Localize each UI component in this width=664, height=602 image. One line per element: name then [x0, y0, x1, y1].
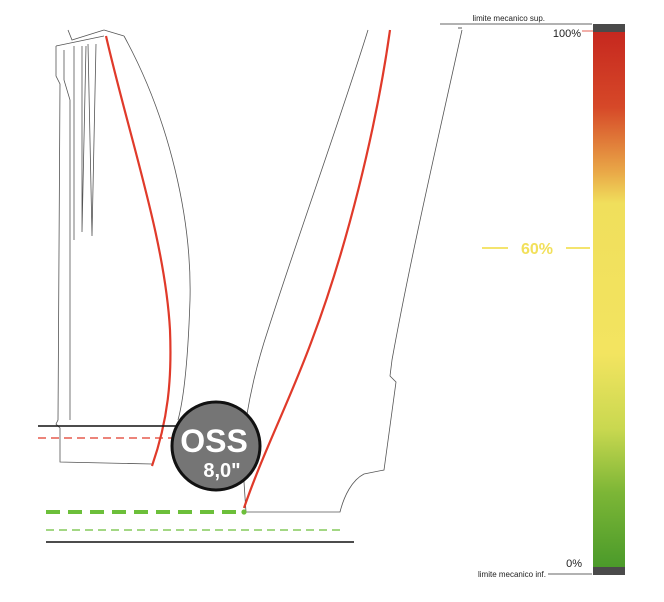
oss-badge: OSS 8,0"	[170, 400, 262, 492]
right-red-curve	[242, 29, 392, 509]
scale-gradient-bar	[593, 32, 625, 568]
oss-badge-circle	[170, 400, 262, 492]
left-fork-outline	[55, 29, 191, 465]
left-red-curve	[104, 35, 172, 467]
bottom-percent-label: 0%	[566, 558, 582, 570]
right-frame-outline	[241, 29, 463, 513]
oss-badge-title: OSS	[180, 423, 248, 459]
top-percent-label: 100%	[553, 28, 581, 40]
travel-scale: limite mecanico sup. 100% 60% 0% limite …	[440, 14, 625, 579]
lower-limit-label: limite mecanico inf.	[478, 570, 546, 579]
oss-badge-value: 8,0"	[203, 460, 240, 482]
marker-label: 60%	[521, 241, 553, 258]
scale-top-cap	[593, 24, 625, 32]
scale-bottom-cap	[593, 567, 625, 575]
upper-limit-label: limite mecanico sup.	[473, 14, 545, 23]
green-endpoint-dot	[241, 509, 247, 515]
